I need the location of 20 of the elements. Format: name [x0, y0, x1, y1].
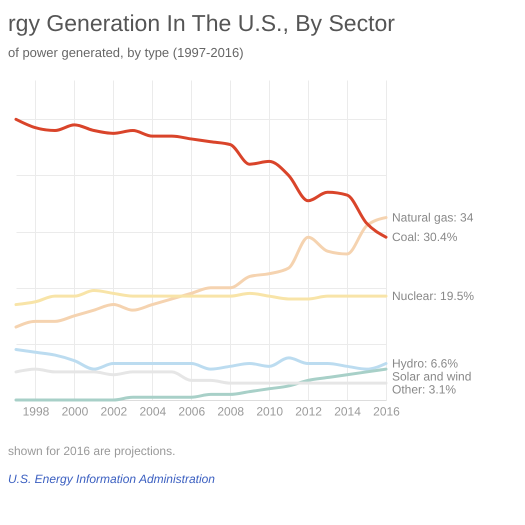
series-label: Solar and wind: [392, 370, 472, 384]
series-label: Natural gas: 34: [392, 210, 474, 225]
x-tick-label: 2004: [139, 404, 166, 418]
x-tick-label: 2012: [295, 404, 322, 418]
x-tick-label: 2000: [62, 404, 89, 418]
series-label: Other: 3.1%: [392, 382, 456, 397]
series-label: Coal: 30.4%: [392, 230, 458, 244]
x-tick-label: 2002: [100, 404, 128, 418]
x-tick-label: 2014: [334, 404, 362, 418]
x-tick-label: 2008: [217, 404, 244, 418]
series-label: Nuclear: 19.5%: [392, 289, 474, 304]
series-label: Hydro: 6.6%: [392, 356, 458, 371]
text: U.S. Energy Information Administration: [8, 472, 216, 486]
chart-subtitle: of power generated, by type (1997-2016): [8, 45, 245, 60]
x-tick-label: 2006: [178, 404, 206, 418]
x-tick-label: 2016: [373, 404, 400, 418]
chart-title: rgy Generation In The U.S., By Sector: [8, 10, 396, 37]
x-tick-label: 2010: [256, 404, 284, 418]
text: shown for 2016 are projections.: [8, 444, 176, 458]
x-tick-label: 1998: [22, 404, 50, 418]
